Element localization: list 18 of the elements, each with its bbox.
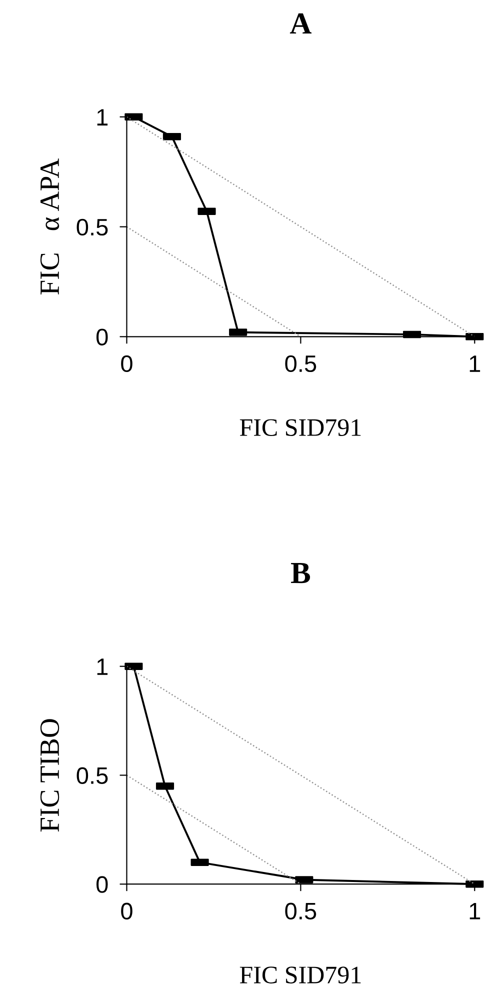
x-axis-title: FIC SID791 (240, 419, 361, 436)
x-tick-label: 0 (121, 355, 132, 372)
x-tick-label: 1 (470, 356, 480, 372)
chart-title: A (290, 13, 312, 34)
x-axis-title: FIC SID791 (240, 966, 361, 984)
y-tick-label: 0 (96, 876, 108, 893)
y-tick-label: 1 (97, 658, 108, 675)
x-tick-label: 0.5 (285, 355, 316, 372)
y-tick-label: 0.5 (76, 218, 108, 236)
chart-title: B (291, 562, 310, 584)
y-axis-title: FIC TIBO (40, 719, 60, 832)
x-tick-label: 1 (470, 903, 480, 920)
x-tick-label: 0.5 (285, 902, 316, 920)
y-tick-label: 1 (97, 109, 108, 126)
y-tick-label: 0.5 (76, 767, 108, 784)
y-axis-title: FIC α APA (40, 158, 60, 295)
x-tick-label: 0 (121, 902, 132, 920)
y-tick-label: 0 (96, 328, 108, 346)
